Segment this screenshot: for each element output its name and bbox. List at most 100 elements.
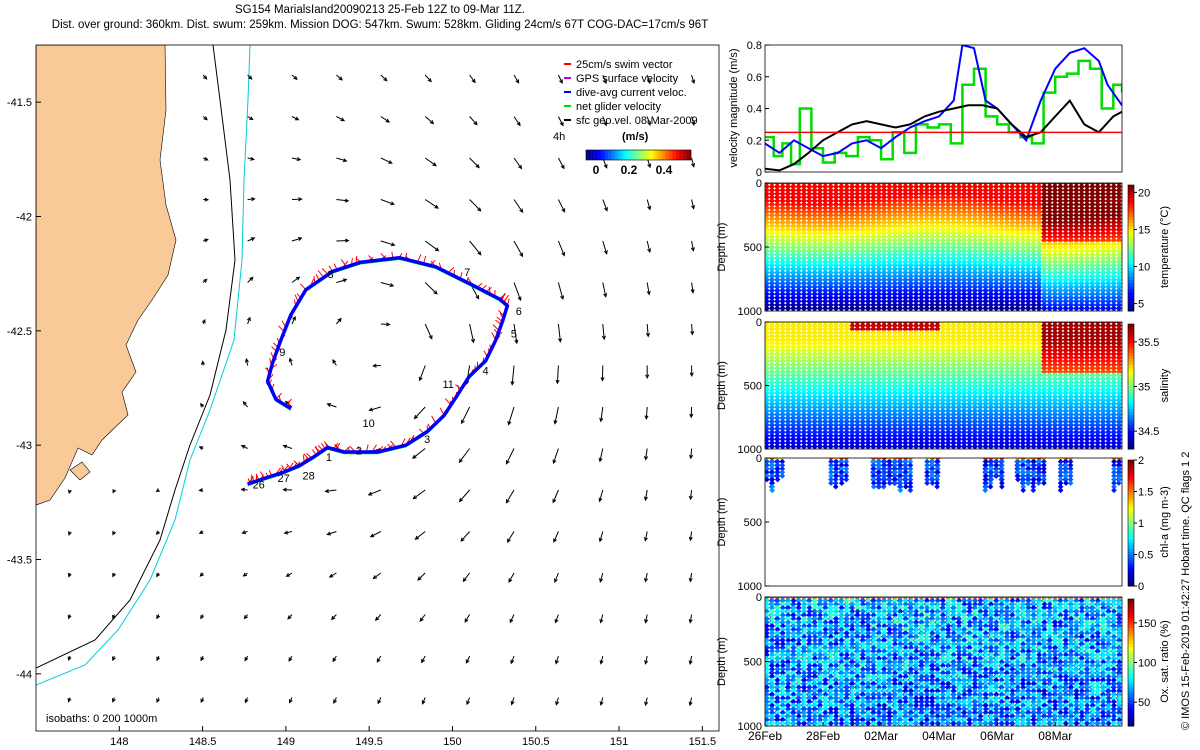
profile-point [769,194,776,201]
geo-velocity-arrow [247,74,253,80]
profile-point [796,219,802,226]
map-colorbar-cell [657,150,660,160]
profile-point [774,208,781,215]
profile-point [812,187,818,194]
profile-point [828,237,834,244]
geo-velocity-arrow [424,240,440,252]
profile-point [785,187,792,194]
profile-point [833,190,840,197]
geo-velocity-arrow [200,697,205,704]
profile-point [774,302,781,308]
profile-point [765,298,770,305]
profile-point [812,212,818,219]
profile-point [790,269,797,276]
profile-point [822,198,829,204]
profile-point [828,276,834,283]
profile-point [774,248,781,254]
velocity-ylabel: velocity magnitude (m/s) [728,48,740,167]
geo-velocity-arrow [67,531,72,536]
profile-point [765,269,770,276]
profile-point [822,251,829,258]
map-colorbar-cell [659,150,662,160]
profile-point [828,298,834,305]
net-glider-velocity-line [765,59,1122,166]
profile-point [828,287,834,294]
profile-point [806,241,813,247]
profile-point [828,223,834,229]
geo-velocity-arrow [602,282,608,298]
map-colorbar-cell [670,150,672,160]
profile-point [765,212,770,219]
map-colorbar-cell [636,150,639,160]
profile-point [769,262,776,269]
map-colorbar-cell [678,150,681,160]
profile-point [806,298,813,305]
profile-point [780,251,786,258]
profile-point [765,201,770,208]
map-colorbar-cell [675,150,678,160]
profile-point [828,233,834,240]
profile-point [812,269,818,276]
geo-velocity-arrow [469,74,476,84]
profile-point [765,266,770,272]
profile-point [796,273,802,280]
profile-point [817,212,824,219]
profile-point [812,294,818,301]
profile-point [828,262,834,269]
geo-velocity-arrow [247,237,256,242]
profile-point [822,201,829,208]
profile-point [774,212,781,219]
profile-point [822,190,829,197]
profile-point [790,248,797,254]
profile-point [806,284,813,290]
profile-point [785,241,792,247]
profile-point [817,183,824,186]
profile-point [806,266,813,272]
profile-point [769,212,776,219]
map-colorbar-cell [587,150,590,160]
profile-point [785,284,792,290]
profile-point [796,302,802,308]
profile-point [774,244,781,251]
profile-point [785,291,792,297]
geo-velocity-arrow [690,282,695,294]
profile-point [833,266,840,272]
profile-point [806,194,813,201]
profile-point [812,291,818,297]
geo-velocity-arrow [599,572,604,583]
profile-point [833,215,840,222]
profile-point [812,183,818,190]
track-day-label: 10 [363,418,375,430]
profile-point [765,233,770,240]
profile-point [790,280,797,287]
profile-point [780,237,786,244]
profile-point [790,244,797,251]
land-tasmania [36,45,177,506]
profile-point [780,269,786,276]
map-colorbar-cell [685,150,688,160]
profile-point [801,198,808,204]
profile-point [817,291,824,297]
profile-point [780,208,786,215]
map-colorbar-cell [605,150,608,160]
profile-point [801,223,808,229]
profile-point [785,305,792,311]
map-x-tick-label: 151 [610,736,628,748]
profile-point [769,187,776,194]
profile-point [780,294,786,301]
profile-point [828,294,834,301]
profile-point [780,291,786,297]
geo-velocity-arrow [377,697,382,705]
profile-point [833,255,840,262]
geo-velocity-arrow [380,240,396,247]
profile-point [769,226,776,233]
profile-point [774,262,781,269]
profile-point [822,237,829,244]
profile-point [769,248,776,254]
profile-point [769,269,776,276]
profile-point [806,280,813,287]
profile-point [812,298,818,305]
map-colorbar-cell [671,150,674,160]
profile-point [833,280,840,287]
profile-point [774,219,781,226]
